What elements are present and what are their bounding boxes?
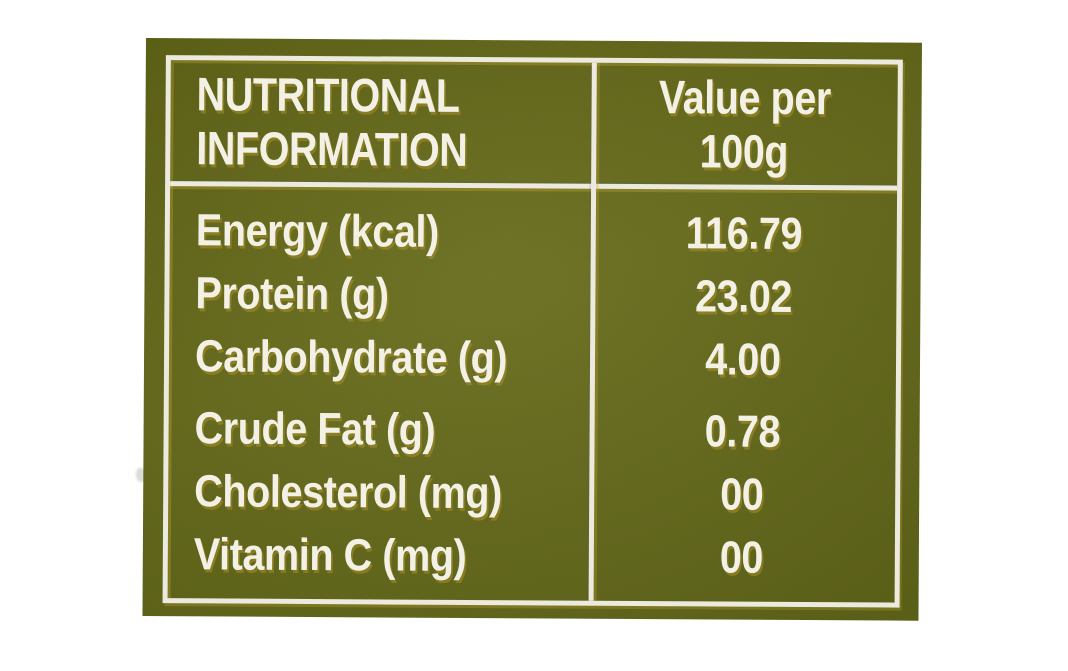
nutrition-table-frame: NUTRITIONAL INFORMATION Value per 100g E… [162, 55, 903, 608]
nutrient-value: 116.79 [685, 206, 803, 259]
header-value-line1: Value per [658, 70, 831, 125]
nutrient-row-crude-fat: Crude Fat (g) 0.78 [168, 396, 895, 463]
header-value-line2: 100g [699, 123, 789, 178]
header-product-column: NUTRITIONAL INFORMATION [170, 68, 592, 177]
nutrient-name: Vitamin C (mg) [193, 527, 467, 581]
nutrient-value: 00 [720, 531, 764, 583]
header-title-line1: NUTRITIONAL [196, 67, 460, 123]
nutrition-table: NUTRITIONAL INFORMATION Value per 100g E… [168, 60, 898, 602]
nutrient-name: Carbohydrate (g) [194, 329, 508, 383]
nutrient-name: Protein (g) [195, 266, 389, 319]
nutrient-value: 23.02 [694, 269, 793, 322]
nutrient-value: 00 [720, 468, 764, 520]
nutrient-name: Crude Fat (g) [194, 401, 436, 455]
nutrient-value: 4.00 [705, 332, 781, 385]
table-header-row: NUTRITIONAL INFORMATION Value per 100g [170, 60, 898, 185]
photo-smudge-artifact [136, 468, 146, 482]
nutrient-rows: Energy (kcal) 116.79 Protein (g) 23.02 C… [168, 186, 897, 589]
nutrient-name: Cholesterol (mg) [194, 464, 502, 518]
header-value-column: Value per 100g [591, 70, 898, 178]
nutrient-row-energy: Energy (kcal) 116.79 [170, 198, 897, 265]
nutrition-label-panel: NUTRITIONAL INFORMATION Value per 100g E… [142, 38, 922, 621]
nutrient-value: 0.78 [704, 404, 781, 457]
nutrient-row-cholesterol: Cholesterol (mg) 00 [168, 459, 895, 526]
header-title-line2: INFORMATION [196, 120, 468, 176]
nutrient-row-vitamin-c: Vitamin C (mg) 00 [168, 522, 895, 589]
nutrient-row-carbohydrate: Carbohydrate (g) 4.00 [169, 324, 896, 391]
nutrient-name: Energy (kcal) [195, 203, 439, 257]
nutrient-row-protein: Protein (g) 23.02 [169, 261, 896, 328]
